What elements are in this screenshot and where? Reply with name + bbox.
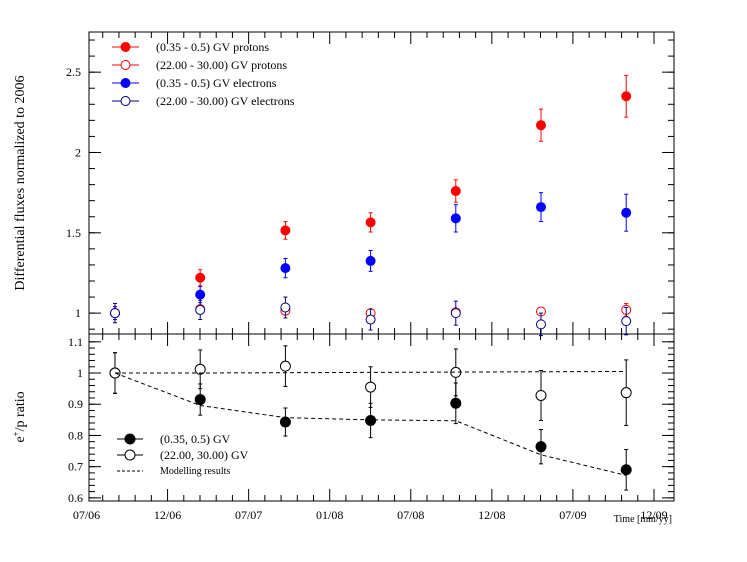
bottom-point-s1-p1 (194, 363, 206, 375)
bottom-y-ticks: 0.6 0.7 0.8 0.9 1 1.1 (68, 335, 674, 505)
xtick-label: 07/06 (73, 508, 100, 522)
top-ytick-label: 2.5 (66, 65, 81, 79)
x-axis-label: Time [mm/yy] (614, 514, 672, 525)
bottom-point-s0-p4 (450, 397, 462, 409)
xtick-label: 12/09 (640, 508, 667, 522)
top-point-s0-p2 (280, 225, 291, 236)
top-y-ticks: 1 1.5 2 2.5 (66, 39, 674, 330)
xtick-label: 07/08 (397, 508, 424, 522)
bottom-legend: (0.35, 0.5) GV (22.00, 30.00) GV Modelli… (117, 432, 249, 477)
top-y-axis-label: Differential fluxes normalized to 2006 (13, 75, 28, 290)
bottom-y-axis-label-sup: + (11, 431, 21, 436)
legend-label-5: (0.35, 0.5) GV (160, 432, 231, 446)
top-point-s2-p4 (450, 213, 461, 224)
top-legend: (0.35 - 0.5) GV protons (22.00 - 30.00) … (112, 40, 295, 108)
top-point-s0-p3 (365, 217, 376, 228)
bottom-y-axis-label-rest: /p ratio (13, 391, 28, 431)
top-point-s3-p0 (110, 308, 120, 319)
top-point-s3-p6 (621, 316, 632, 327)
x-ticks: 07/06 12/06 07/07 01/08 07/08 12/08 07/09 12/09 (73, 32, 668, 522)
top-ytick-label: 1 (75, 306, 81, 320)
legend-marker-1 (120, 42, 131, 52)
top-point-s2-p5 (536, 202, 546, 213)
xtick-label: 07/09 (559, 508, 586, 522)
legend-marker-4 (120, 96, 131, 106)
top-point-s3-p1 (195, 304, 206, 315)
xtick-label: 01/08 (316, 508, 343, 522)
bottom-point-s1-p2 (279, 360, 291, 372)
bottom-point-s0-p1 (194, 394, 206, 406)
legend-label-7: Modelling results (160, 466, 230, 477)
legend-marker-3 (120, 78, 131, 88)
bottom-ytick-label: 0.7 (68, 460, 83, 474)
bottom-panel-frame (88, 333, 675, 502)
xtick-label: 12/06 (154, 508, 181, 522)
top-point-s0-p5 (536, 120, 546, 131)
legend-label-1: (0.35 - 0.5) GV protons (156, 40, 269, 54)
bottom-ytick-label: 1 (77, 366, 83, 380)
bottom-point-s0-p6 (620, 464, 632, 476)
top-point-s2-p6 (621, 207, 632, 218)
top-point-s0-p6 (621, 91, 632, 102)
legend-label-4: (22.00 - 30.00) GV electrons (156, 94, 295, 108)
top-panel-data (110, 74, 632, 337)
bottom-model-line-1 (115, 370, 627, 374)
top-ytick-label: 2 (75, 145, 81, 159)
xtick-label: 12/08 (478, 508, 505, 522)
top-point-s3-p3 (365, 314, 376, 325)
legend-label-6: (22.00, 30.00) GV (160, 448, 249, 462)
bottom-ytick-label: 0.8 (68, 428, 83, 442)
top-point-s2-p1 (195, 289, 206, 300)
bottom-point-s1-p6 (620, 387, 632, 399)
bottom-panel-data (109, 345, 632, 491)
top-point-s3-p4 (450, 308, 461, 319)
legend-marker-5 (124, 433, 136, 445)
bottom-point-s0-p2 (279, 416, 291, 428)
top-point-s2-p2 (280, 263, 291, 274)
legend-label-3: (0.35 - 0.5) GV electrons (156, 76, 277, 90)
top-point-s0-p4 (450, 186, 461, 197)
bottom-y-axis-label: e+/p ratio (11, 391, 28, 442)
bottom-ytick-label: 0.9 (68, 397, 83, 411)
top-point-s3-p5 (536, 319, 546, 330)
bottom-model-line-0 (114, 372, 627, 476)
top-point-s3-p2 (280, 302, 291, 313)
top-point-s2-p3 (365, 255, 376, 266)
bottom-ytick-label: 1.1 (68, 335, 83, 349)
top-ytick-label: 1.5 (66, 226, 81, 240)
top-point-s0-p1 (195, 272, 206, 283)
bottom-point-s0-p5 (535, 441, 547, 453)
legend-label-2: (22.00 - 30.00) GV protons (156, 58, 287, 72)
bottom-point-s1-p3 (365, 381, 377, 393)
xtick-label: 07/07 (235, 508, 262, 522)
bottom-point-s1-p5 (535, 389, 547, 401)
bottom-point-s0-p3 (365, 414, 377, 426)
legend-marker-2 (120, 60, 131, 70)
bottom-ytick-label: 0.6 (68, 491, 83, 505)
legend-marker-6 (124, 449, 136, 461)
bottom-y-axis-label-main: e (13, 436, 28, 442)
